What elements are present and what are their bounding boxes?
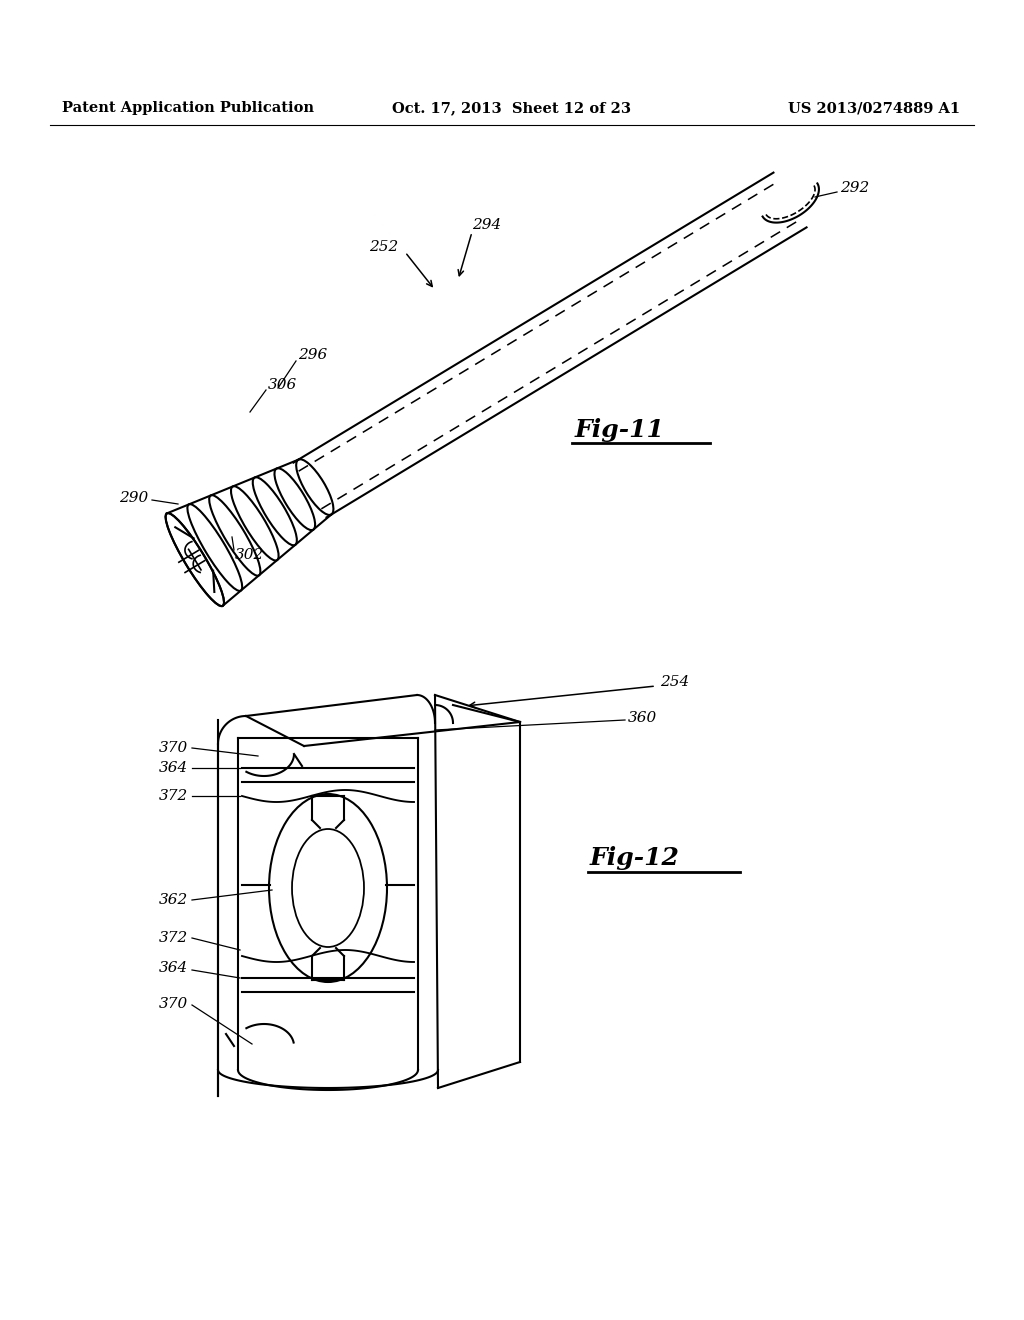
Text: 364: 364 [159, 961, 188, 975]
Text: US 2013/0274889 A1: US 2013/0274889 A1 [787, 102, 961, 115]
Text: 302: 302 [234, 548, 264, 562]
Text: 306: 306 [268, 378, 297, 392]
Text: 252: 252 [369, 240, 398, 253]
Text: Fig-11: Fig-11 [575, 418, 665, 442]
Text: Fig-12: Fig-12 [590, 846, 680, 870]
Text: 290: 290 [119, 491, 148, 506]
Text: 362: 362 [159, 894, 188, 907]
Text: Oct. 17, 2013  Sheet 12 of 23: Oct. 17, 2013 Sheet 12 of 23 [392, 102, 632, 115]
Text: 360: 360 [628, 711, 657, 725]
Text: 370: 370 [159, 997, 188, 1011]
Text: 364: 364 [159, 762, 188, 775]
Text: 254: 254 [660, 675, 689, 689]
Text: 370: 370 [159, 741, 188, 755]
Text: 372: 372 [159, 789, 188, 803]
Text: Patent Application Publication: Patent Application Publication [62, 102, 314, 115]
Text: 296: 296 [298, 348, 328, 362]
Text: 292: 292 [840, 181, 869, 195]
Text: 372: 372 [159, 931, 188, 945]
Text: 294: 294 [472, 218, 502, 232]
